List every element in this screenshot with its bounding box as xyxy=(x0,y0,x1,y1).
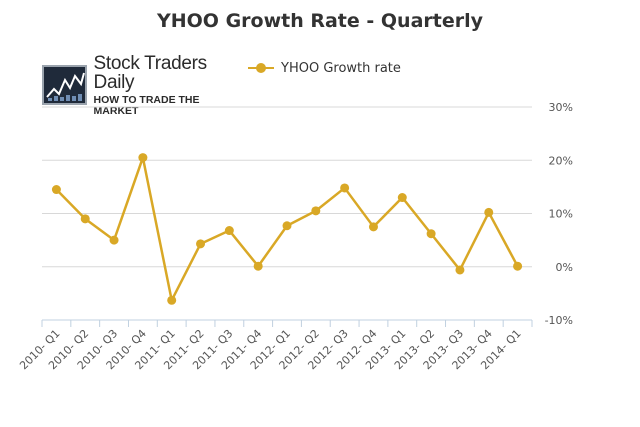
data-point xyxy=(427,229,436,238)
y-tick-label: 20% xyxy=(549,154,573,167)
data-point xyxy=(225,226,234,235)
data-point xyxy=(513,262,522,271)
data-point xyxy=(167,296,176,305)
y-tick-label: 10% xyxy=(549,208,573,221)
data-point xyxy=(398,193,407,202)
y-tick-label: -10% xyxy=(545,314,573,327)
data-point xyxy=(81,214,90,223)
data-point xyxy=(484,208,493,217)
y-tick-label: 0% xyxy=(556,261,573,274)
data-point xyxy=(455,265,464,274)
data-point xyxy=(311,206,320,215)
data-point xyxy=(138,153,147,162)
plot-area: -10%0%10%20%30%2010- Q12010- Q22010- Q32… xyxy=(0,0,640,427)
data-point xyxy=(52,185,61,194)
data-point xyxy=(110,236,119,245)
data-point xyxy=(369,222,378,231)
data-point xyxy=(340,183,349,192)
data-point xyxy=(254,262,263,271)
data-point xyxy=(196,239,205,248)
data-point xyxy=(283,221,292,230)
y-tick-label: 30% xyxy=(549,101,573,114)
